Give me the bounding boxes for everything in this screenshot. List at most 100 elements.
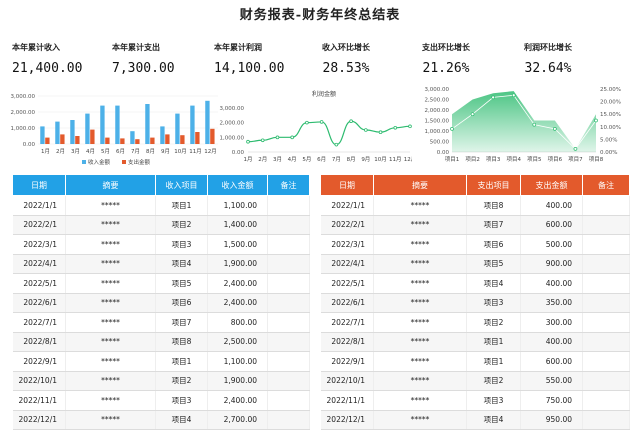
- amount-cell: 1,400.00: [207, 215, 268, 235]
- table-row: 2022/1/1 ***** 项目8 400.00: [320, 195, 630, 216]
- item-cell: 项目3: [155, 390, 208, 411]
- summary-cell: *****: [65, 410, 156, 430]
- x-tick-label: 10月: [374, 156, 387, 163]
- item-cell: 项目7: [466, 215, 521, 235]
- date-cell: 2022/2/1: [12, 215, 66, 235]
- legend-label: 收入金额: [88, 158, 111, 166]
- column-header: 摘要: [65, 174, 156, 196]
- legend-swatch: [82, 160, 86, 164]
- amount-cell: 800.00: [207, 312, 268, 333]
- y-tick-label: 1,000.00: [220, 135, 245, 141]
- date-cell: 2022/11/1: [320, 390, 374, 411]
- data-point: [553, 127, 557, 131]
- table-row: 2022/9/1 ***** 项目1 600.00: [320, 351, 630, 372]
- report-title: 财务报表-财务年终总结表: [239, 8, 401, 23]
- item-cell: 项目5: [155, 273, 208, 294]
- item-cell: 项目2: [155, 215, 208, 235]
- kpi-value: 21.26%: [422, 61, 470, 76]
- y-tick-label: 1,000.00: [11, 126, 36, 132]
- kpi-label: 支出环比增长: [422, 42, 470, 52]
- note-cell: [582, 410, 630, 430]
- kpi-label: 本年累计支出: [112, 42, 160, 52]
- income-bar: [70, 120, 75, 144]
- amount-cell: 600.00: [520, 215, 583, 235]
- summary-cell: *****: [373, 410, 467, 430]
- kpi-label: 本年累计收入: [12, 42, 60, 52]
- kpi-value: 28.53%: [322, 61, 370, 76]
- data-point: [450, 127, 454, 131]
- column-header: 支出金额: [520, 174, 583, 196]
- note-cell: [267, 195, 310, 216]
- amount-cell: 2,400.00: [207, 273, 268, 294]
- date-cell: 2022/2/1: [320, 215, 374, 235]
- x-tick-label: 项目2: [465, 156, 480, 163]
- x-tick-label: 8月: [146, 148, 155, 155]
- legend-label: 支出金额: [128, 158, 151, 166]
- note-cell: [582, 293, 630, 313]
- note-cell: [582, 215, 630, 235]
- income-bar: [55, 121, 60, 144]
- summary-cell: *****: [65, 195, 156, 216]
- data-point: [349, 119, 353, 123]
- expense-bar: [150, 137, 155, 144]
- x-tick-label: 12月: [404, 156, 412, 163]
- income-expense-bar-chart: 0.00 1,000.00 2,000.00 3,000.00 1月 2月 3月 4月 5月 6月…: [11, 94, 218, 166]
- x-tick-label: 6月: [116, 148, 125, 155]
- kpi-value: 7,300.00: [112, 61, 175, 76]
- data-point: [408, 124, 412, 129]
- expense-bar: [90, 129, 95, 144]
- income-bar: [100, 105, 105, 144]
- item-cell: 项目3: [466, 390, 521, 411]
- amount-cell: 400.00: [520, 195, 583, 216]
- kpi-expense-mom: 支出环比增长 21.26%: [396, 42, 496, 76]
- amount-cell: 900.00: [520, 254, 583, 274]
- summary-cell: *****: [373, 351, 467, 372]
- data-point: [378, 130, 383, 134]
- data-point: [573, 146, 578, 151]
- y-tick-label: 2,000.00: [425, 108, 450, 114]
- income-bar: [130, 131, 135, 144]
- expense-bar: [60, 134, 65, 144]
- x-tick-label: 3月: [273, 156, 282, 163]
- note-cell: [267, 234, 310, 255]
- table-row: 2022/8/1 ***** 项目1 400.00: [320, 332, 630, 352]
- item-cell: 项目8: [466, 195, 521, 216]
- data-point: [470, 112, 475, 117]
- date-cell: 2022/6/1: [320, 293, 374, 313]
- date-cell: 2022/4/1: [320, 254, 374, 274]
- kpi-label: 利润环比增长: [524, 42, 572, 52]
- table-row: 2022/4/1 ***** 项目5 900.00: [320, 254, 630, 274]
- item-cell: 项目3: [466, 293, 521, 313]
- item-cell: 项目4: [466, 273, 521, 294]
- date-cell: 2022/8/1: [320, 332, 374, 352]
- income-table: 日期 摘要 收入项目 收入金额 备注 2022/1/1 ***** 项目1 1,100.00 2…: [12, 174, 310, 430]
- item-cell: 项目4: [466, 410, 521, 430]
- data-point: [594, 118, 598, 123]
- date-cell: 2022/7/1: [12, 312, 66, 333]
- income-bar: [160, 126, 165, 144]
- kpi-value: 32.64%: [524, 61, 572, 76]
- y-tick-label: 500.00: [430, 140, 450, 146]
- summary-cell: *****: [373, 390, 467, 411]
- note-cell: [582, 351, 630, 372]
- note-cell: [267, 215, 310, 235]
- summary-cell: *****: [65, 312, 156, 333]
- summary-cell: *****: [373, 293, 467, 313]
- table-row: 2022/6/1 ***** 项目3 350.00: [320, 293, 630, 313]
- expense-bar: [135, 139, 140, 144]
- date-cell: 2022/10/1: [320, 371, 374, 391]
- x-tick-label: 11月: [189, 148, 202, 155]
- amount-cell: 950.00: [520, 410, 583, 430]
- kpi-strip: 本年累计收入 21,400.00 本年累计支出 7,300.00 本年累计利润 …: [0, 42, 640, 80]
- data-point: [319, 120, 324, 124]
- amount-cell: 400.00: [520, 273, 583, 294]
- income-bar: [115, 105, 120, 144]
- income-bar: [175, 113, 180, 144]
- table-row: 2022/5/1 ***** 项目5 2,400.00: [12, 273, 310, 294]
- y-tick-label: 1,000.00: [425, 129, 450, 135]
- amount-cell: 300.00: [520, 312, 583, 333]
- charts-area: 0.00 1,000.00 2,000.00 3,000.00 1月 2月 3月 4月 5月 6月…: [0, 84, 640, 172]
- date-cell: 2022/9/1: [320, 351, 374, 372]
- y-tick-label: 2,000.00: [11, 110, 36, 116]
- expense-bar: [120, 138, 125, 144]
